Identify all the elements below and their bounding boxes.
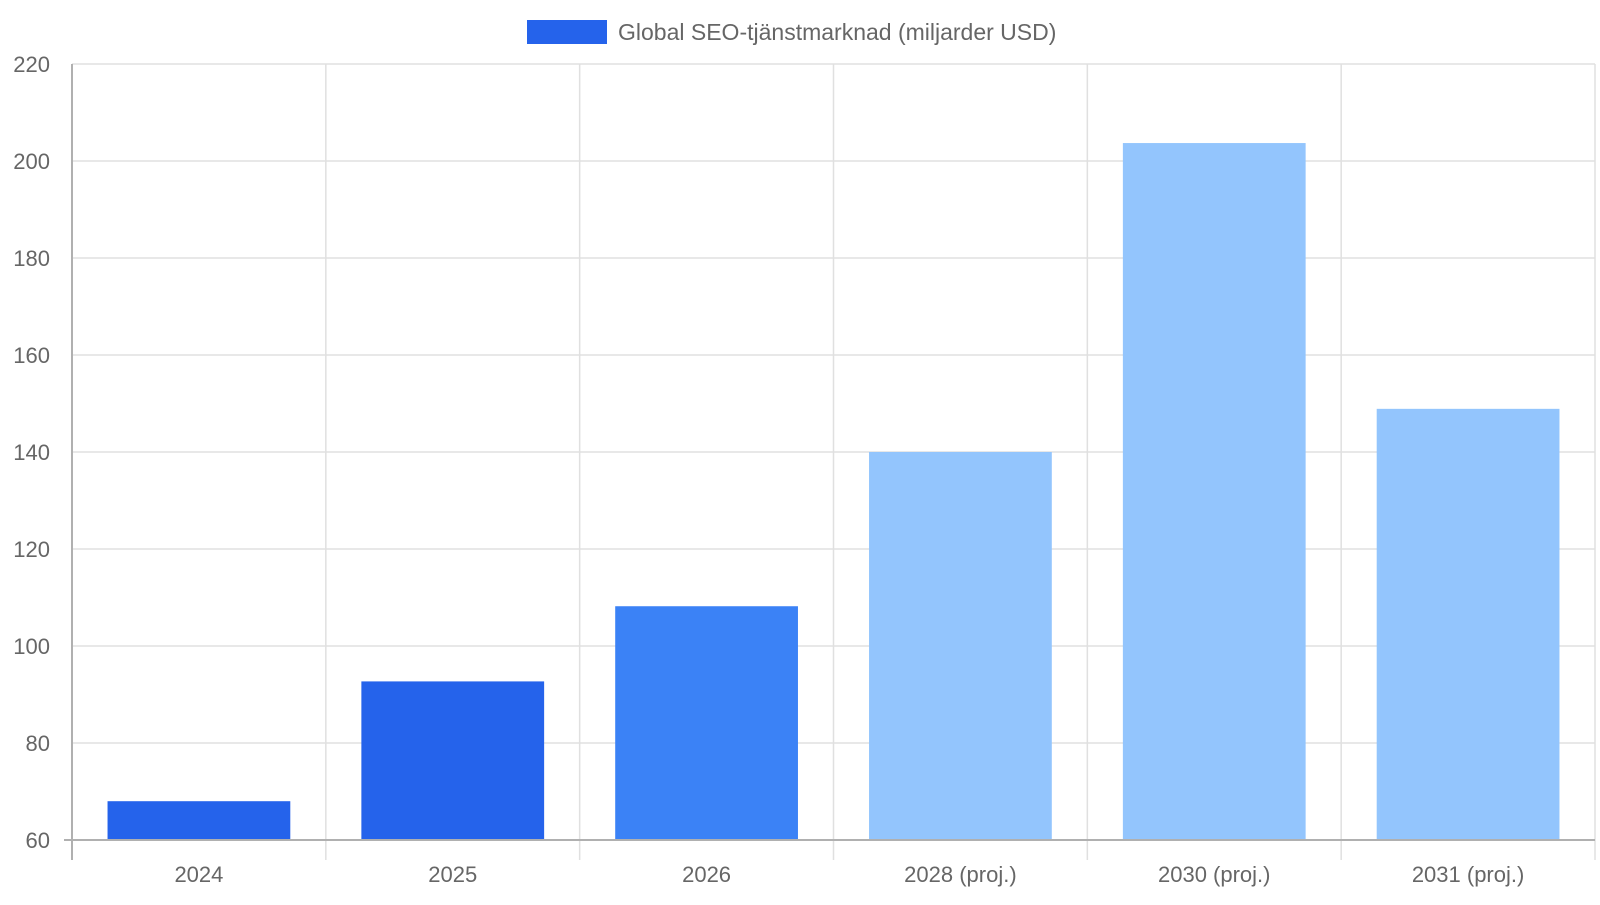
y-tick-label: 140 bbox=[13, 440, 50, 465]
x-tick-label: 2031 (proj.) bbox=[1412, 862, 1525, 887]
bar-0[interactable] bbox=[107, 801, 291, 840]
legend-swatch bbox=[527, 20, 607, 44]
x-tick-label: 2028 (proj.) bbox=[904, 862, 1017, 887]
bars-layer bbox=[107, 143, 1560, 840]
y-tick-label: 220 bbox=[13, 52, 50, 77]
x-tick-label: 2030 (proj.) bbox=[1158, 862, 1271, 887]
y-tick-label: 200 bbox=[13, 149, 50, 174]
bar-4[interactable] bbox=[1122, 143, 1306, 840]
bar-1[interactable] bbox=[361, 681, 545, 840]
y-tick-label: 100 bbox=[13, 634, 50, 659]
legend-label: Global SEO-tjänstmarknad (miljarder USD) bbox=[618, 19, 1056, 45]
x-tick-label: 2026 bbox=[682, 862, 731, 887]
y-tick-label: 160 bbox=[13, 343, 50, 368]
bar-2[interactable] bbox=[615, 606, 798, 840]
axis-layer: 60 80 100 120 140 160 180 200 220 2024 2025 2026 202… bbox=[13, 52, 1595, 887]
y-tick-label: 60 bbox=[26, 828, 50, 853]
x-tick-label: 2025 bbox=[428, 862, 477, 887]
bar-5[interactable] bbox=[1376, 408, 1560, 840]
y-tick-label: 120 bbox=[13, 537, 50, 562]
y-tick-label: 80 bbox=[26, 731, 50, 756]
bar-3[interactable] bbox=[869, 452, 1052, 840]
grid-layer bbox=[71, 63, 1596, 860]
y-tick-label: 180 bbox=[13, 246, 50, 271]
x-tick-label: 2024 bbox=[174, 862, 223, 887]
legend[interactable]: Global SEO-tjänstmarknad (miljarder USD) bbox=[527, 19, 1056, 45]
